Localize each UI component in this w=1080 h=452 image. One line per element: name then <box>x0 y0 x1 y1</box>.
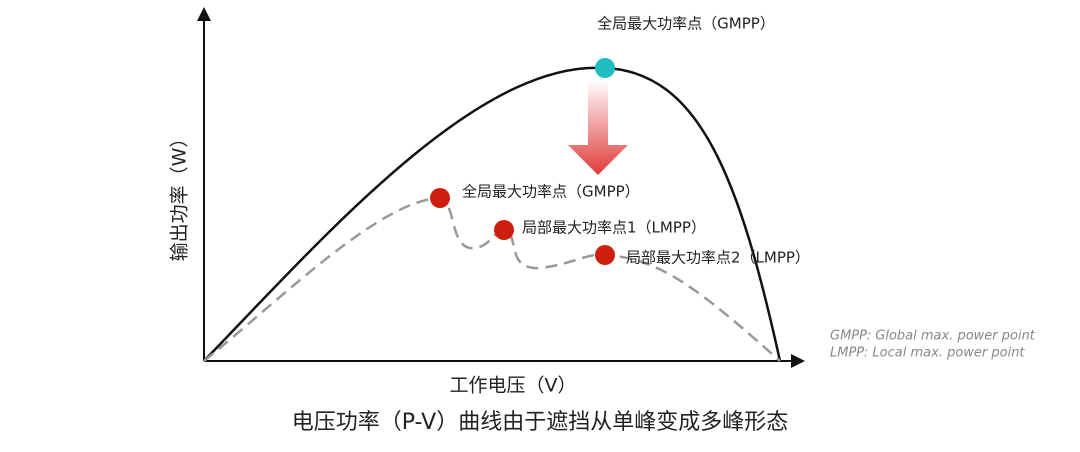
annotation: 局部最大功率点2（LMPP） <box>626 249 810 267</box>
lmpp2-point <box>595 245 615 265</box>
shift-arrow <box>568 80 628 175</box>
gmpp-shaded-point <box>430 188 450 208</box>
y-axis-label: 输出功率（W） <box>169 129 191 262</box>
annotation: 全局最大功率点（GMPP） <box>597 15 775 33</box>
pv-curve-multi-peak <box>203 196 781 362</box>
lmpp1-point <box>494 220 514 240</box>
annotation: 局部最大功率点1（LMPP） <box>522 219 706 237</box>
note: GMPP: Global max. power point <box>830 329 1036 344</box>
pv-curve-single-peak <box>203 66 782 362</box>
caption: 电压功率（P-V）曲线由于遮挡从单峰变成多峰形态 <box>292 410 788 435</box>
gmpp-point <box>595 58 615 78</box>
x-axis-label: 工作电压（V） <box>450 375 577 397</box>
annotation: 全局最大功率点（GMPP） <box>462 183 640 201</box>
note: LMPP: Local max. power point <box>830 346 1025 361</box>
